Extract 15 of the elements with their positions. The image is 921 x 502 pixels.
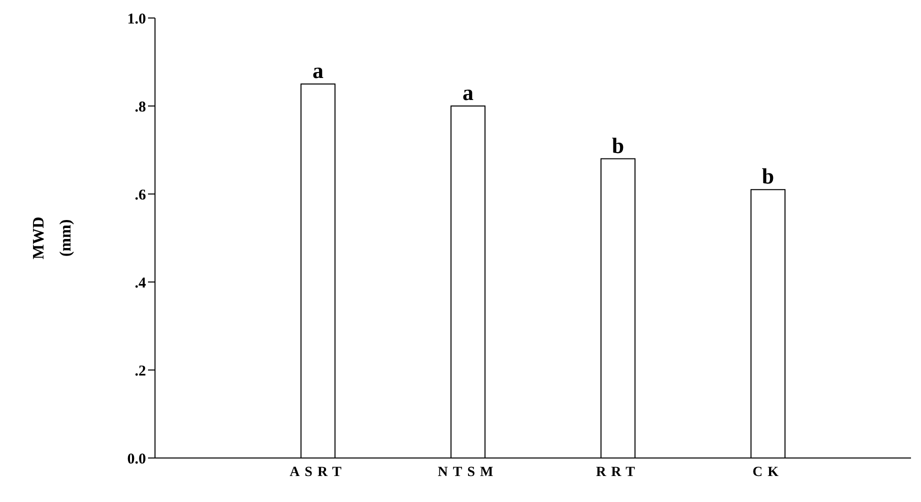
- y-tick-label: 1.0: [127, 11, 146, 28]
- y-tick-label: .6: [134, 187, 146, 204]
- annotation: a: [462, 80, 474, 105]
- x-tick-label: CK: [752, 464, 784, 480]
- x-tick-label: ASRT: [290, 464, 346, 480]
- y-tick-label: .4: [134, 275, 146, 292]
- annotation: b: [762, 164, 774, 189]
- x-tick-label: NTSM: [438, 464, 498, 480]
- y-axis-title: MWD (mm): [30, 216, 75, 260]
- y-tick-label: .2: [134, 363, 146, 380]
- x-tick-label: RRT: [596, 464, 640, 480]
- y-tick-label: 0.0: [127, 451, 146, 468]
- y-tick-label: .8: [134, 99, 146, 116]
- annotation: b: [612, 132, 624, 158]
- annotation: a: [312, 58, 324, 83]
